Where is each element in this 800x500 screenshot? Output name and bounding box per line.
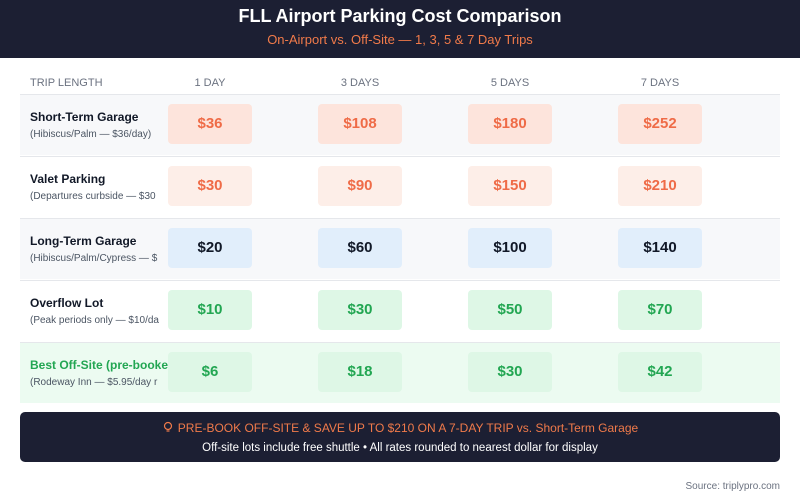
column-header: 3 DAYS	[340, 77, 380, 89]
price-cell: $252	[618, 104, 702, 144]
price-cell: $90	[318, 166, 402, 206]
bulb-icon	[163, 421, 172, 432]
price-cell: $6	[168, 352, 252, 392]
row-name: Short-Term Garage	[30, 110, 139, 124]
price-cell: $150	[468, 166, 552, 206]
row-name: Valet Parking	[30, 172, 106, 186]
price-cell: $30	[468, 352, 552, 392]
row-detail: (Rodeway Inn — $5.95/day r	[30, 377, 158, 388]
row-name: Long-Term Garage	[30, 234, 137, 248]
price-cell: $10	[168, 290, 252, 330]
price-cell: $36	[168, 104, 252, 144]
row-detail: (Hibiscus/Palm/Cypress — $	[30, 253, 158, 264]
table-row: Long-Term Garage (Hibiscus/Palm/Cypress —…	[20, 218, 780, 279]
title: FLL Airport Parking Cost Comparison	[238, 6, 562, 26]
table-row: Overflow Lot (Peak periods only — $10/da $…	[20, 280, 780, 341]
price-cell: $18	[318, 352, 402, 392]
column-header: TRIP LENGTH	[30, 77, 103, 89]
column-header: 1 DAY	[194, 77, 226, 89]
row-detail: (Hibiscus/Palm — $36/day)	[30, 129, 152, 140]
price-cell: $100	[468, 228, 552, 268]
row-name: Best Off-Site (pre-booke	[30, 358, 169, 372]
row-name: Overflow Lot	[30, 296, 104, 310]
callout: PRE-BOOK OFF-SITE & SAVE UP TO $210 ON A…	[20, 412, 780, 462]
row-detail: (Peak periods only — $10/da	[30, 315, 159, 326]
price-cell: $180	[468, 104, 552, 144]
table-row: Best Off-Site (pre-booke (Rodeway Inn — $…	[20, 342, 780, 403]
callout-text: PRE-BOOK OFF-SITE & SAVE UP TO $210 ON A…	[177, 421, 639, 435]
price-cell: $60	[318, 228, 402, 268]
table-row: Valet Parking (Departures curbside — $30 $…	[20, 156, 780, 217]
subtitle: On-Airport vs. Off-Site — 1, 3, 5 & 7 Da…	[267, 32, 533, 47]
price-cell: $30	[318, 290, 402, 330]
price-cell: $42	[618, 352, 702, 392]
column-header: 5 DAYS	[490, 77, 530, 89]
price-cell: $70	[618, 290, 702, 330]
callout-note: Off-site lots include free shuttle • All…	[202, 442, 598, 454]
column-header: 7 DAYS	[640, 77, 680, 89]
price-cell: $108	[318, 104, 402, 144]
price-cell: $20	[168, 228, 252, 268]
table-row: Short-Term Garage (Hibiscus/Palm — $36/da…	[20, 94, 780, 155]
price-cell: $140	[618, 228, 702, 268]
header: FLL Airport Parking Cost Comparison On-A…	[0, 0, 800, 58]
price-cell: $50	[468, 290, 552, 330]
source: Source: triplypro.com	[685, 481, 780, 492]
row-detail: (Departures curbside — $30	[30, 191, 156, 202]
callout-headline: PRE-BOOK OFF-SITE & SAVE UP TO $210 ON A…	[20, 421, 780, 435]
price-cell: $30	[168, 166, 252, 206]
price-cell: $210	[618, 166, 702, 206]
